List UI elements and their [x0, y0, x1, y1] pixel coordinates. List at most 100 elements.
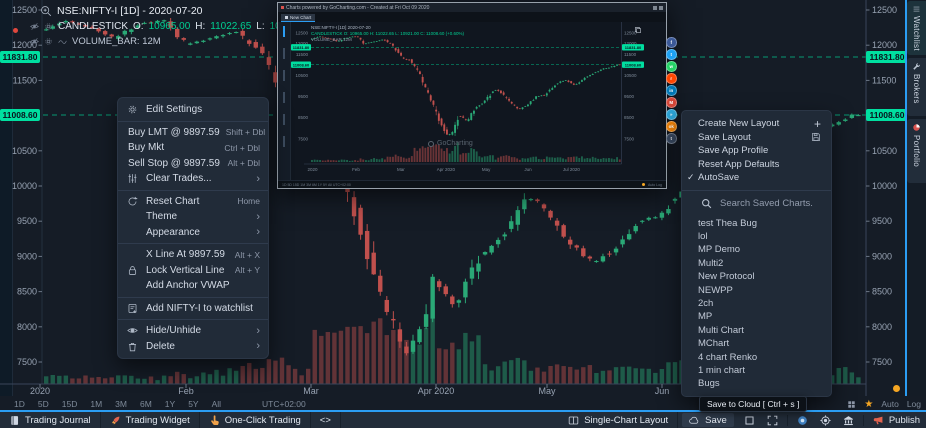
- popup-mini-sidebar: [278, 22, 291, 188]
- svg-text:7500: 7500: [872, 357, 892, 367]
- share-tumblr-button[interactable]: t: [666, 133, 677, 144]
- exchange-button[interactable]: [837, 412, 860, 428]
- series-visibility-icon[interactable]: [30, 22, 39, 31]
- timeframe-5d[interactable]: 5D: [37, 399, 49, 409]
- fullscreen-button[interactable]: [761, 412, 784, 428]
- timeframe-1y[interactable]: 1Y: [164, 399, 176, 409]
- plus-icon: +: [813, 116, 821, 131]
- menu-item-edit-settings[interactable]: Edit Settings: [118, 102, 268, 118]
- sidebar-tab-watchlist[interactable]: Watchlist: [907, 1, 926, 55]
- share-whatsapp-button[interactable]: w: [666, 61, 677, 72]
- share-gmail-button[interactable]: M: [666, 97, 677, 108]
- svg-text:9500: 9500: [872, 216, 892, 226]
- timeframe-6m[interactable]: 6M: [139, 399, 152, 409]
- symbol-search-icon[interactable]: [40, 5, 52, 17]
- saved-chart-item[interactable]: NEWPP: [698, 284, 733, 296]
- share-reddit-button[interactable]: r: [666, 73, 677, 84]
- menu-item-save-app-profile[interactable]: Save App Profile: [698, 145, 769, 157]
- auto-scale-toggle[interactable]: Auto: [881, 399, 899, 409]
- menu-item-appearance[interactable]: Appearance ›: [146, 226, 260, 239]
- copy-snapshot-icon[interactable]: [634, 26, 642, 34]
- trading-journal-button[interactable]: Trading Journal: [0, 412, 101, 428]
- snapshot-button[interactable]: [791, 412, 814, 428]
- svg-text:Jun: Jun: [524, 167, 532, 172]
- share-telegram-button[interactable]: »: [666, 109, 677, 120]
- sidebar-tab-portfolio[interactable]: Portfolio: [907, 119, 926, 183]
- saved-chart-item[interactable]: MP: [698, 311, 713, 323]
- saved-chart-item[interactable]: New Protocol: [698, 271, 755, 283]
- menu-item-delete[interactable]: Delete ›: [118, 339, 268, 355]
- timeframe-1d[interactable]: 1D: [14, 399, 25, 409]
- saved-chart-item[interactable]: Multi Chart: [698, 324, 744, 336]
- screenshot-region-button[interactable]: [738, 412, 761, 428]
- svg-text:7500: 7500: [17, 357, 37, 367]
- search-icon: [701, 198, 712, 209]
- menu-item-reset-app-defaults[interactable]: Reset App Defaults: [698, 158, 780, 170]
- menu-item-buy-mkt[interactable]: Buy Mkt Ctrl + Dbl: [128, 142, 260, 154]
- svg-text:11008.60: 11008.60: [293, 62, 310, 67]
- popup-tab[interactable]: New Chart: [281, 14, 316, 22]
- popup-window-controls: [653, 5, 663, 10]
- timeframe-1m[interactable]: 1M: [90, 399, 103, 409]
- share-linkedin-button[interactable]: in: [666, 85, 677, 96]
- favorite-star-icon[interactable]: ★: [864, 398, 874, 410]
- menu-item-create-new-layout[interactable]: Create New Layout +: [698, 116, 821, 131]
- popup-tabbar: New Chart: [278, 12, 666, 22]
- share-twitter-button[interactable]: t: [666, 49, 677, 60]
- saved-chart-item[interactable]: 4 chart Renko: [698, 351, 758, 363]
- menu-item-x-line[interactable]: X Line At 9897.59 Alt + X: [146, 249, 260, 261]
- saved-chart-item[interactable]: 1 min chart: [698, 364, 745, 376]
- candlestick-chart[interactable]: 12500 12500 12000 12000 11500 11500 10500 10500…: [0, 0, 926, 396]
- menu-item-reset-chart[interactable]: Reset Chart Home: [118, 194, 268, 210]
- trading-widget-button[interactable]: Trading Widget: [101, 412, 200, 428]
- timezone-label[interactable]: UTC+02:00: [262, 399, 306, 409]
- menu-item-clear-trades[interactable]: Clear Trades... ›: [118, 171, 268, 187]
- saved-chart-item[interactable]: lol: [698, 231, 708, 243]
- menu-item-sell-stop[interactable]: Sell Stop @ 9897.59 Alt + Dbl: [128, 157, 260, 169]
- timeframe-15d[interactable]: 15D: [61, 399, 78, 409]
- save-button[interactable]: Save: [682, 413, 734, 427]
- menu-item-buy-lmt[interactable]: Buy LMT @ 9897.59 Shift + Dbl: [128, 126, 266, 138]
- popup-chart-body: 12500 12500 12000 12000 11500 11500 10500 10500…: [278, 22, 666, 188]
- volume-visibility-icon[interactable]: [30, 37, 39, 46]
- menu-item-add-to-watchlist[interactable]: Add NIFTY-I to watchlist: [118, 301, 268, 317]
- saved-chart-item[interactable]: test Thea Bug: [698, 217, 757, 229]
- series-settings-icon[interactable]: [44, 22, 53, 31]
- saved-chart-item[interactable]: MChart: [698, 338, 730, 350]
- volume-settings-icon[interactable]: [44, 37, 53, 46]
- share-odnoklassniki-button[interactable]: ok: [666, 121, 677, 132]
- publish-button[interactable]: Publish: [867, 412, 926, 428]
- journal-icon: [9, 415, 20, 426]
- share-facebook-button[interactable]: f: [666, 37, 677, 48]
- svg-text:Mar: Mar: [303, 386, 319, 396]
- svg-text:12500: 12500: [295, 31, 308, 36]
- note-add-icon: [127, 303, 138, 314]
- single-chart-layout-button[interactable]: Single-Chart Layout: [559, 412, 679, 428]
- cloud-icon: [689, 415, 700, 426]
- one-click-trading-button[interactable]: One-Click Trading: [200, 412, 311, 428]
- target-button[interactable]: [814, 412, 837, 428]
- menu-item-theme[interactable]: Theme ›: [146, 210, 260, 223]
- left-edge-strip: [0, 0, 13, 396]
- chart-snapshot-popup[interactable]: Charts powered by GoCharting.com - Creat…: [277, 2, 667, 189]
- timeframe-all[interactable]: All: [211, 399, 222, 409]
- timeframe-5y[interactable]: 5Y: [188, 399, 199, 409]
- saved-chart-item[interactable]: MP Demo: [698, 244, 741, 256]
- rocket-icon: [110, 415, 121, 426]
- menu-item-lock-vertical-line[interactable]: Lock Vertical Line Alt + Y: [118, 263, 268, 279]
- volume-wave-icon: [58, 37, 67, 46]
- menu-item-save-layout[interactable]: Save Layout: [682, 131, 831, 145]
- saved-chart-item[interactable]: Multi2: [698, 257, 724, 269]
- sidebar-tab-brokers[interactable]: Brokers: [907, 58, 926, 116]
- timeframe-3m[interactable]: 3M: [115, 399, 127, 409]
- menu-item-hide-unhide[interactable]: Hide/Unhide ›: [118, 323, 268, 339]
- menu-item-autosave[interactable]: ✓ AutoSave: [687, 172, 740, 184]
- menu-item-add-anchor-vwap[interactable]: Add Anchor VWAP: [146, 280, 230, 292]
- saved-chart-item[interactable]: 2ch: [698, 298, 714, 310]
- grid-settings-icon[interactable]: [847, 400, 856, 409]
- saved-charts-search[interactable]: Search Saved Charts.: [701, 196, 821, 211]
- saved-chart-item[interactable]: Bugs: [698, 378, 720, 390]
- popup-tab-icon: [285, 16, 288, 19]
- log-scale-toggle[interactable]: Log: [906, 399, 921, 409]
- code-button[interactable]: <>: [311, 412, 341, 428]
